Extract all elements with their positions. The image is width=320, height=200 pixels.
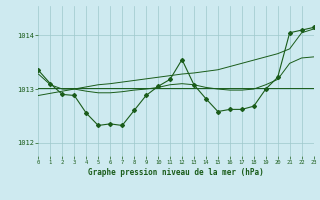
X-axis label: Graphe pression niveau de la mer (hPa): Graphe pression niveau de la mer (hPa): [88, 168, 264, 177]
